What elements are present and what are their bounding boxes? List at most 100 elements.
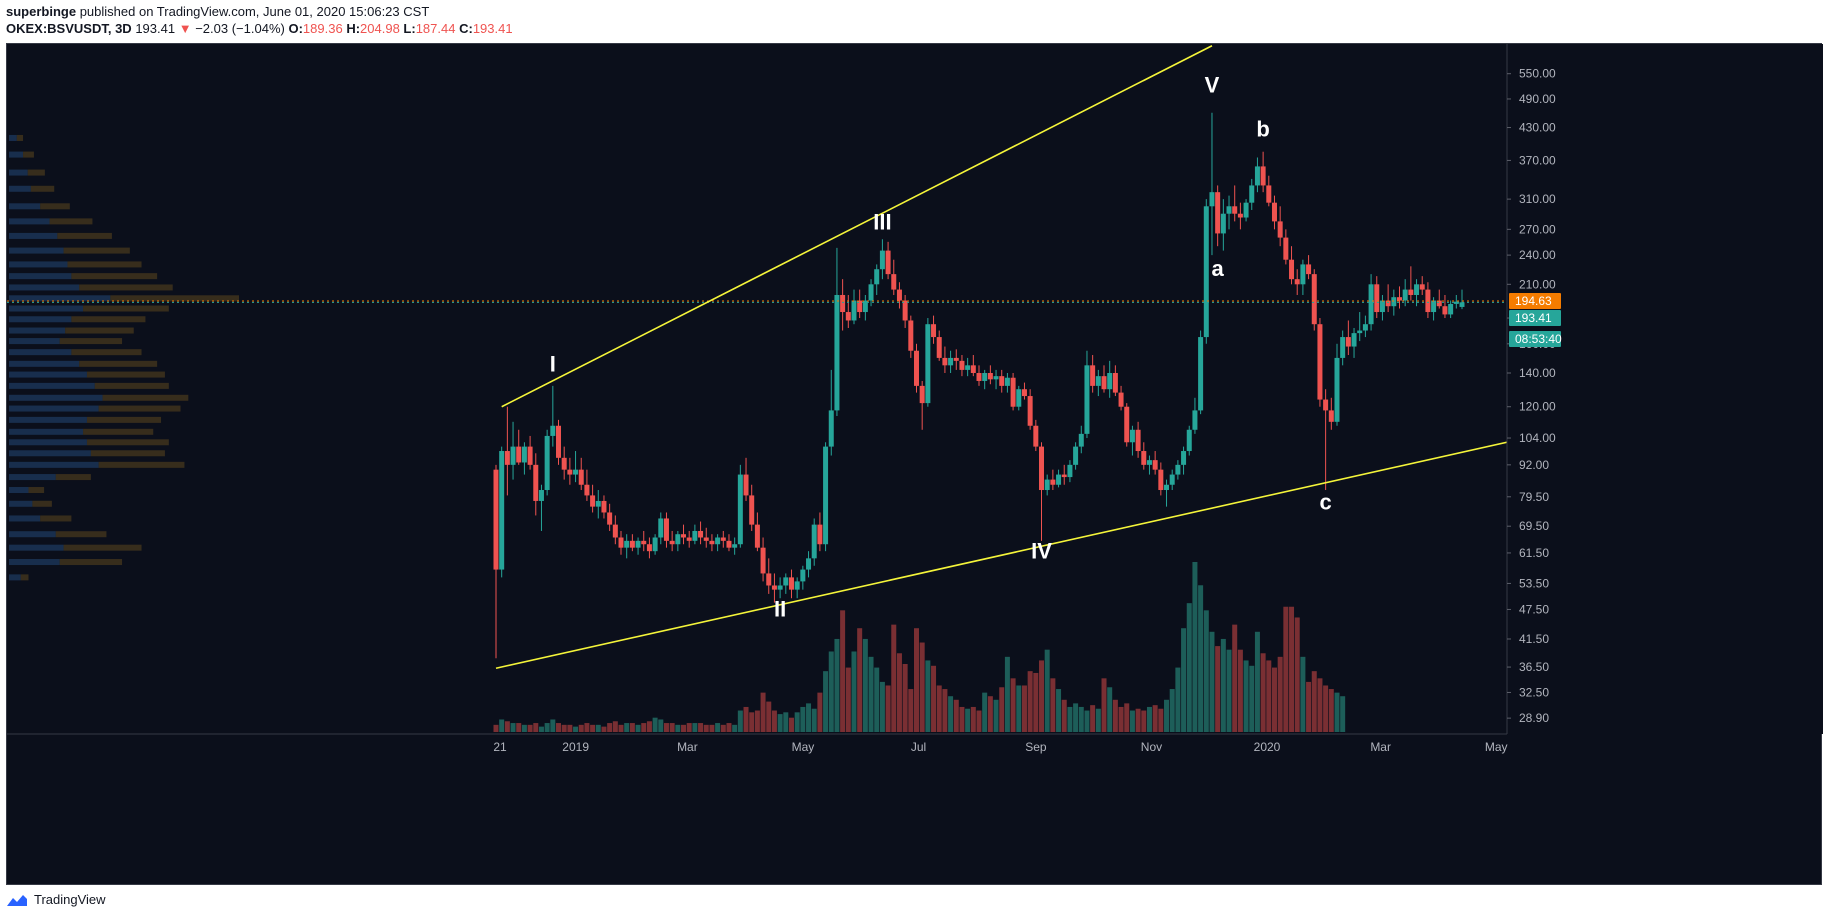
candle-body (1283, 237, 1289, 260)
volume-bar (737, 710, 743, 732)
volume-bar (1215, 646, 1221, 732)
profile-buy-bar (9, 218, 50, 225)
author-name[interactable]: superbinge (6, 4, 77, 19)
profile-sell-bar (86, 439, 169, 446)
candle-body (1107, 373, 1113, 390)
wave-label: IV (1031, 538, 1052, 563)
candle-body (516, 446, 522, 463)
candle-body (1010, 377, 1016, 407)
candle-body (1192, 410, 1198, 430)
volume-bar (1141, 710, 1147, 732)
time-tick-label: Mar (1370, 740, 1391, 754)
candle-body (1243, 202, 1249, 218)
price-tag-label: 194.63 (1515, 294, 1552, 308)
candle-body (743, 474, 749, 496)
profile-buy-bar (9, 327, 66, 334)
candle-body (1254, 166, 1260, 186)
volume-bar (1016, 685, 1022, 732)
candle-body (999, 376, 1005, 386)
volume-bars (493, 562, 1346, 732)
candle-body (1294, 279, 1300, 285)
candle-body (567, 469, 573, 475)
candle-body (1169, 474, 1175, 485)
candle-body (993, 376, 999, 380)
volume-bar (896, 653, 902, 732)
volume-bar (766, 701, 772, 732)
candle-body (919, 385, 925, 404)
candle-body (521, 446, 527, 463)
volume-bar (624, 723, 630, 732)
volume-bar (1010, 678, 1016, 732)
price-tag-bg (1509, 330, 1561, 347)
candle-body (669, 540, 675, 545)
price-tick-label: 53.50 (1519, 576, 1549, 590)
candle-body (965, 365, 971, 370)
candle-body (658, 518, 664, 538)
volume-bar (675, 724, 681, 732)
time-tick-label: 2020 (1254, 740, 1281, 754)
volume-bar (732, 724, 738, 732)
volume-bar (1311, 671, 1317, 732)
volume-bar (1323, 685, 1329, 732)
tradingview-logo[interactable]: TradingView (6, 892, 106, 907)
candle-body (663, 518, 669, 541)
candle-body (1101, 376, 1107, 390)
price-axis[interactable]: 550.00 490.00 430.00 370.00 310.00 270.00 240.… (1506, 44, 1823, 734)
volume-bar (538, 726, 544, 732)
candle-body (925, 324, 931, 404)
candle-body (1368, 284, 1374, 325)
candle-body (1198, 337, 1204, 411)
time-axis[interactable]: 21 2019 Mar May Jul Sep Nov 2020 Mar May (7, 733, 1508, 754)
volume-bar (919, 642, 925, 732)
volume-bar (709, 724, 715, 732)
price-tick-label: 104.00 (1519, 431, 1556, 445)
volume-bar (527, 724, 533, 732)
price-tick-label: 28.90 (1519, 711, 1549, 725)
volume-bar (1260, 653, 1266, 732)
candle-body (556, 425, 562, 458)
volume-bar (1152, 705, 1158, 732)
low-value: 187.44 (415, 21, 456, 36)
time-tick-label: Jul (911, 740, 926, 754)
candle-body (618, 537, 624, 548)
price-change: −2.03 (−1.04%) (195, 21, 285, 36)
profile-buy-bar (9, 295, 111, 302)
profile-buy-bar (9, 261, 68, 268)
volume-bar (885, 685, 891, 732)
symbol-label[interactable]: OKEX:BSVUSDT, 3D (6, 21, 132, 36)
volume-bar (573, 726, 579, 732)
volume-bar (1209, 631, 1215, 732)
price-tick-label: 140.00 (1519, 366, 1556, 380)
candle-body (1044, 479, 1050, 491)
candle-body (1402, 289, 1408, 301)
volume-bar (550, 719, 556, 732)
close-value: 193.41 (472, 21, 513, 36)
volume-bar (1271, 667, 1277, 732)
volume-bar (533, 723, 539, 732)
candle-body (1448, 303, 1454, 315)
volume-bar (1039, 660, 1045, 732)
candle-body (1129, 429, 1135, 443)
price-tag-label: 08:53:40 (1515, 332, 1562, 346)
volume-bar (1044, 649, 1050, 732)
volume-bar (1198, 585, 1204, 732)
candle-body (845, 312, 851, 321)
volume-bar (993, 699, 999, 732)
price-tick-label: 210.00 (1519, 277, 1556, 291)
candle-body (754, 524, 760, 548)
candle-body (1090, 365, 1096, 386)
volume-bar (516, 723, 522, 732)
volume-bar (777, 714, 783, 732)
wave-label: III (873, 209, 891, 234)
volume-bar (1067, 706, 1073, 732)
volume-bar (578, 724, 584, 732)
candle-body (641, 540, 647, 545)
trendlines (7, 45, 1563, 670)
close-label: C: (459, 21, 473, 36)
candle-body (851, 300, 857, 321)
candle-body (874, 269, 880, 285)
candle-body (527, 446, 533, 465)
candle-body (1220, 213, 1226, 234)
